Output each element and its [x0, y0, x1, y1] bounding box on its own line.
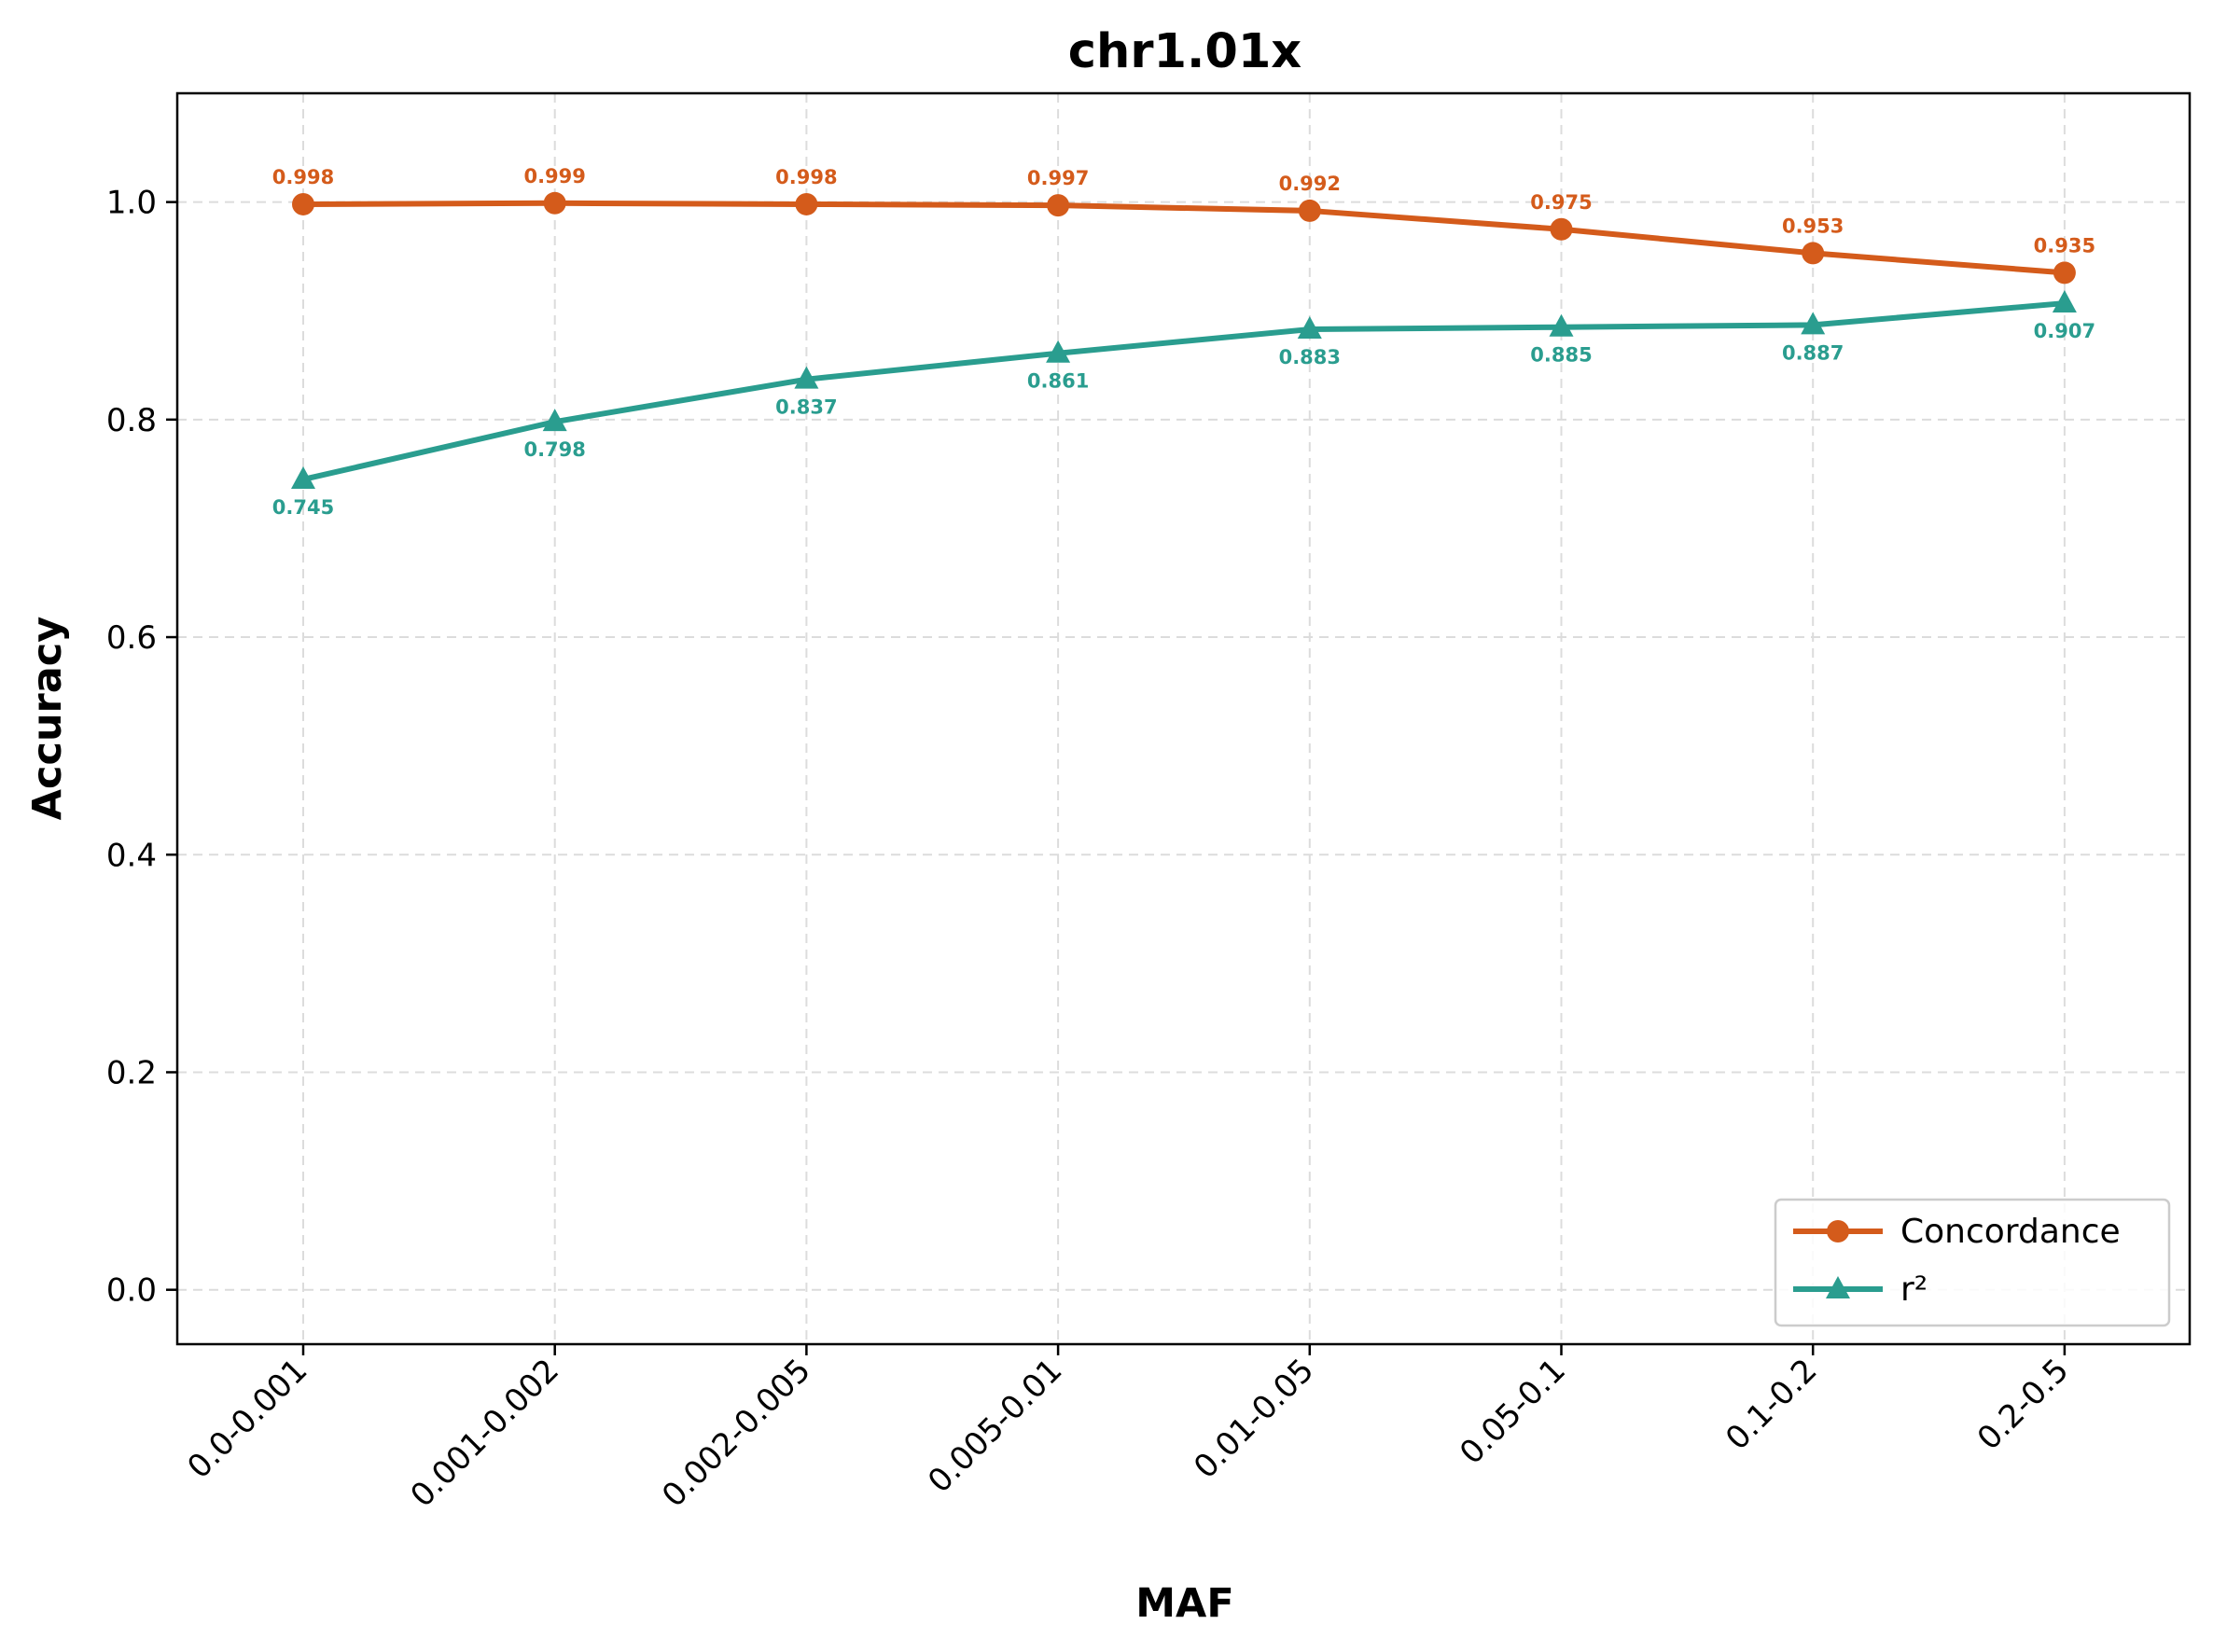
legend-label-r2: r² [1900, 1270, 1928, 1309]
y-axis-title: Accuracy [24, 617, 71, 821]
legend: Concordance r² [1774, 1198, 2171, 1327]
y-tick-label: 0.2 [106, 1054, 157, 1091]
data-label-r2: 0.885 [1530, 344, 1592, 367]
data-point-concordance [2053, 261, 2076, 285]
data-point-r2 [1801, 312, 1826, 335]
data-point-concordance [1802, 242, 1825, 265]
y-tick-label: 0.8 [106, 402, 157, 439]
data-label-r2: 0.861 [1027, 370, 1089, 393]
y-tick-label: 0.4 [106, 837, 157, 874]
y-tick-label: 1.0 [106, 185, 157, 222]
data-point-concordance [1298, 199, 1321, 222]
legend-marker-concordance [1827, 1220, 1849, 1242]
y-axis: 0.0 0.2 0.4 0.6 0.8 1.0 [106, 185, 177, 1310]
legend-label-concordance: Concordance [1900, 1213, 2121, 1251]
data-point-concordance [1550, 217, 1573, 241]
series-line-concordance [300, 200, 2067, 276]
data-label-concordance: 0.997 [1027, 167, 1089, 189]
data-label-concordance: 0.998 [272, 166, 334, 188]
data-label-concordance: 0.935 [2034, 234, 2095, 257]
data-point-r2 [542, 409, 567, 432]
data-point-concordance [795, 192, 818, 215]
y-tick-label: 0.6 [106, 619, 157, 657]
x-axis-title: MAF [1135, 1580, 1233, 1627]
data-point-concordance [543, 191, 566, 215]
data-label-concordance: 0.975 [1530, 191, 1592, 214]
data-label-concordance: 0.992 [1279, 173, 1341, 195]
data-point-concordance [1047, 194, 1070, 217]
data-label-r2: 0.883 [1279, 346, 1341, 368]
data-label-concordance: 0.999 [523, 165, 585, 187]
data-label-r2: 0.798 [523, 438, 585, 461]
grid-lines [177, 93, 2190, 1344]
y-tick-label: 0.0 [106, 1272, 157, 1310]
data-label-r2: 0.907 [2034, 320, 2095, 342]
series-layer: 0.998 0.999 0.998 0.997 0.992 0.975 0.953 0.935… [272, 165, 2095, 519]
plot-area-frame [175, 91, 2192, 1346]
legend-marker-r2 [1826, 1276, 1850, 1298]
data-point-r2 [1046, 340, 1071, 363]
chart-title: chr1.01x [1068, 24, 1302, 79]
series-concordance: 0.998 0.999 0.998 0.997 0.992 0.975 0.953 0.935 [272, 165, 2095, 285]
data-label-concordance: 0.998 [775, 166, 837, 188]
data-point-r2 [1297, 316, 1322, 340]
data-point-concordance [292, 192, 314, 215]
data-label-r2: 0.887 [1782, 341, 1844, 364]
data-label-r2: 0.837 [775, 396, 837, 419]
data-point-r2 [1549, 313, 1574, 337]
data-point-r2 [2052, 290, 2077, 313]
data-label-r2: 0.745 [272, 496, 334, 519]
data-label-concordance: 0.953 [1782, 215, 1844, 237]
data-point-r2 [794, 366, 819, 389]
series-r2: 0.745 0.798 0.837 0.861 0.883 0.885 0.887 0.907 [272, 290, 2095, 519]
data-point-r2 [291, 465, 315, 489]
series-line-r2 [300, 300, 2067, 482]
